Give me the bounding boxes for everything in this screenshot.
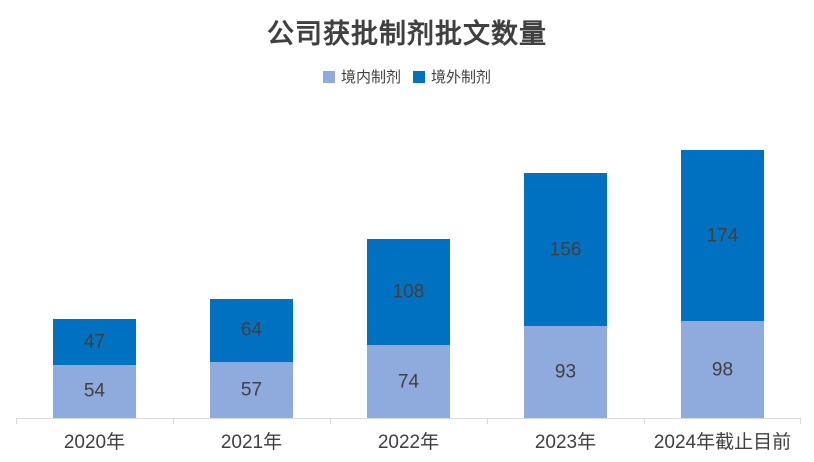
x-axis-label: 2022年 <box>377 432 440 453</box>
bar-value-label: 108 <box>392 281 425 303</box>
bar-segment: 54 <box>53 364 136 418</box>
bar-segment: 108 <box>367 238 450 346</box>
bar-value-label: 74 <box>397 371 420 393</box>
x-axis-tick <box>800 418 801 424</box>
x-axis-tick <box>16 418 17 424</box>
legend-item-overseas: 境外制剂 <box>413 66 491 87</box>
x-axis-label: 2024年截止目前 <box>653 432 792 453</box>
bar-segment: 57 <box>210 361 293 418</box>
bar-segment: 98 <box>681 321 764 418</box>
chart-legend: 境内制剂 境外制剂 <box>0 66 814 87</box>
bar-value-label: 57 <box>240 379 263 401</box>
x-axis-tick <box>487 418 488 424</box>
legend-label: 境外制剂 <box>431 69 492 86</box>
bar-value-label: 47 <box>83 331 106 353</box>
bar-value-label: 54 <box>83 380 106 402</box>
bar-segment: 74 <box>367 345 450 418</box>
bar-segment: 156 <box>524 172 607 327</box>
x-axis-tick <box>330 418 331 424</box>
bar-value-label: 156 <box>549 239 582 261</box>
x-axis-label: 2020年 <box>63 432 126 453</box>
bar-value-label: 93 <box>554 361 577 383</box>
x-axis-label: 2021年 <box>220 432 283 453</box>
x-axis-label: 2023年 <box>534 432 597 453</box>
bar-segment: 64 <box>210 298 293 362</box>
legend-swatch-icon <box>322 70 335 83</box>
bar-segment: 93 <box>524 326 607 418</box>
bar-value-label: 64 <box>240 319 263 341</box>
chart-title: 公司获批制剂批文数量 <box>267 19 547 49</box>
legend-swatch-icon <box>413 70 425 83</box>
x-axis-tick <box>644 418 645 424</box>
x-axis-tick <box>173 418 174 424</box>
plot-area: 54 47 2020年 57 64 2021年 74 108 2022年 93 156 2023年 98… <box>16 110 801 453</box>
bar-value-label: 98 <box>711 359 734 381</box>
legend-item-domestic: 境内制剂 <box>322 66 401 87</box>
bar-segment: 174 <box>681 150 764 322</box>
bar-value-label: 174 <box>706 225 739 247</box>
legend-label: 境内制剂 <box>340 69 401 86</box>
bar-segment: 47 <box>53 318 136 365</box>
